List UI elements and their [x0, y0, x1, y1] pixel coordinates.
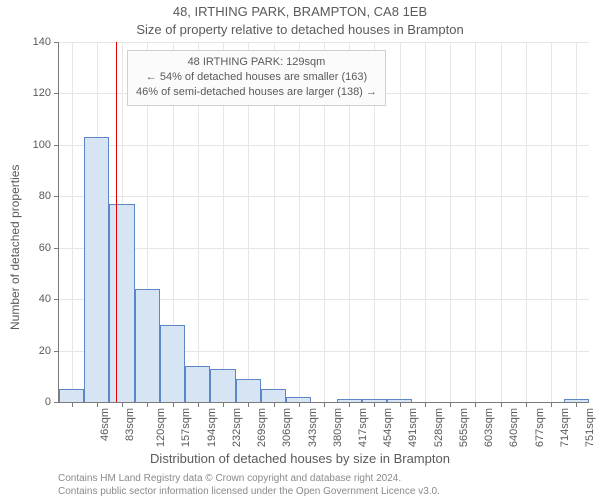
chart-container: 48, IRTHING PARK, BRAMPTON, CA8 1EB Size… [0, 0, 600, 500]
x-tick [400, 402, 401, 407]
x-tick-label: 194sqm [206, 408, 218, 447]
x-tick [475, 402, 476, 407]
x-tick-label: 83sqm [124, 408, 136, 441]
x-tick [223, 402, 224, 407]
y-tick-label: 20 [39, 345, 51, 357]
y-tick-label: 0 [45, 396, 51, 408]
footer-license: Contains public sector information licen… [58, 485, 440, 498]
gridline-vertical [72, 42, 73, 402]
footer-text: Contains HM Land Registry data © Crown c… [58, 472, 440, 498]
x-tick [324, 402, 325, 407]
y-axis-label: Number of detached properties [8, 165, 22, 330]
histogram-bar [59, 389, 84, 402]
histogram-bar [387, 399, 412, 402]
x-tick [72, 402, 73, 407]
x-tick [173, 402, 174, 407]
x-tick-label: 714sqm [559, 408, 571, 447]
x-tick-label: 491sqm [408, 408, 420, 447]
histogram-bar [362, 399, 387, 402]
histogram-bar [185, 366, 210, 402]
x-tick [551, 402, 552, 407]
x-tick-label: 380sqm [332, 408, 344, 447]
gridline-vertical [425, 42, 426, 402]
x-tick [147, 402, 148, 407]
x-tick [349, 402, 350, 407]
x-tick [198, 402, 199, 407]
histogram-bar [261, 389, 286, 402]
x-tick-label: 417sqm [357, 408, 369, 447]
x-tick [274, 402, 275, 407]
x-tick-label: 565sqm [458, 408, 470, 447]
x-axis-label: Distribution of detached houses by size … [0, 451, 600, 466]
x-tick [248, 402, 249, 407]
gridline-vertical [400, 42, 401, 402]
histogram-bar [286, 397, 311, 402]
y-tick-label: 60 [39, 242, 51, 254]
x-tick-label: 677sqm [534, 408, 546, 447]
y-tick [54, 248, 59, 249]
title-main: 48, IRTHING PARK, BRAMPTON, CA8 1EB [0, 4, 600, 19]
y-tick-label: 140 [33, 36, 51, 48]
x-tick [450, 402, 451, 407]
x-tick-label: 343sqm [307, 408, 319, 447]
x-tick-label: 528sqm [433, 408, 445, 447]
histogram-bar [564, 399, 589, 402]
gridline-vertical [526, 42, 527, 402]
annotation-box: 48 IRTHING PARK: 129sqm ← 54% of detache… [127, 50, 386, 106]
histogram-bar [84, 137, 109, 402]
gridline-vertical [551, 42, 552, 402]
y-tick-label: 80 [39, 190, 51, 202]
y-tick [54, 351, 59, 352]
x-tick [425, 402, 426, 407]
gridline-vertical [450, 42, 451, 402]
gridline-vertical [501, 42, 502, 402]
histogram-bar [210, 369, 235, 402]
x-tick [576, 402, 577, 407]
gridline-vertical [475, 42, 476, 402]
histogram-bar [160, 325, 185, 402]
histogram-bar [337, 399, 362, 402]
footer-copyright: Contains HM Land Registry data © Crown c… [58, 472, 440, 485]
x-tick-label: 46sqm [99, 408, 111, 441]
y-tick-label: 40 [39, 293, 51, 305]
x-tick-label: 120sqm [155, 408, 167, 447]
x-tick [97, 402, 98, 407]
y-tick [54, 299, 59, 300]
x-tick [526, 402, 527, 407]
annotation-line1: 48 IRTHING PARK: 129sqm [136, 55, 377, 70]
x-tick-label: 306sqm [281, 408, 293, 447]
x-tick-label: 640sqm [509, 408, 521, 447]
annotation-line2: ← 54% of detached houses are smaller (16… [136, 70, 377, 85]
y-tick [54, 93, 59, 94]
histogram-bar [109, 204, 134, 402]
x-tick [122, 402, 123, 407]
plot-area: 02040608010012014046sqm83sqm120sqm157sqm… [58, 42, 589, 403]
y-tick [54, 402, 59, 403]
x-tick-label: 454sqm [382, 408, 394, 447]
x-tick [299, 402, 300, 407]
y-tick [54, 196, 59, 197]
y-tick [54, 42, 59, 43]
x-tick [501, 402, 502, 407]
x-tick-label: 269sqm [256, 408, 268, 447]
reference-line [116, 42, 117, 402]
y-tick-label: 100 [33, 139, 51, 151]
y-tick-label: 120 [33, 87, 51, 99]
y-tick [54, 145, 59, 146]
histogram-bar [135, 289, 160, 402]
histogram-bar [236, 379, 261, 402]
title-sub: Size of property relative to detached ho… [0, 22, 600, 37]
x-tick-label: 751sqm [584, 408, 596, 447]
x-tick-label: 232sqm [231, 408, 243, 447]
gridline-vertical [576, 42, 577, 402]
x-tick-label: 603sqm [483, 408, 495, 447]
x-tick [374, 402, 375, 407]
annotation-line3: 46% of semi-detached houses are larger (… [136, 85, 377, 100]
x-tick-label: 157sqm [180, 408, 192, 447]
